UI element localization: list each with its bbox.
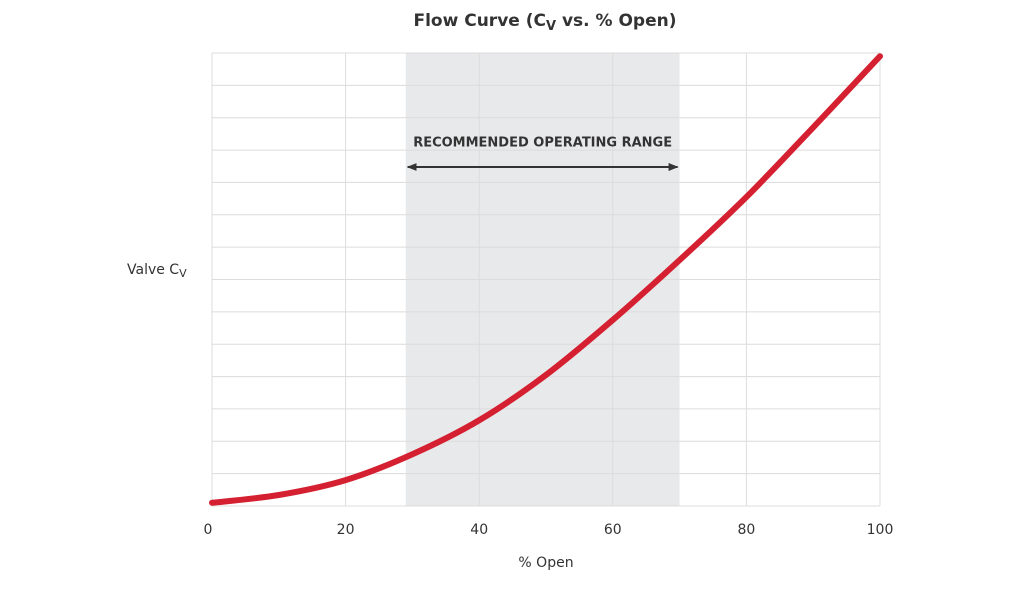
grid <box>211 52 881 507</box>
flow-curve <box>209 53 883 506</box>
title-part: Flow Curve (C <box>413 11 545 31</box>
x-tick-label: 100 <box>867 522 894 538</box>
x-tick-label: 80 <box>737 522 755 538</box>
ylabel-part: Valve C <box>127 262 179 278</box>
x-tick-label: 0 <box>204 522 213 538</box>
x-tick-label: 40 <box>470 522 488 538</box>
ylabel-subscript: V <box>179 267 187 280</box>
y-axis-label: Valve CV <box>127 262 187 280</box>
range-label: RECOMMENDED OPERATING RANGE <box>413 136 672 151</box>
title-part: vs. % Open) <box>556 11 676 31</box>
x-axis-label: % Open <box>518 555 573 571</box>
chart-title: Flow Curve (CV vs. % Open) <box>413 11 676 34</box>
x-tick-label: 20 <box>337 522 355 538</box>
title-subscript: V <box>546 19 556 34</box>
x-tick-label: 60 <box>604 522 622 538</box>
